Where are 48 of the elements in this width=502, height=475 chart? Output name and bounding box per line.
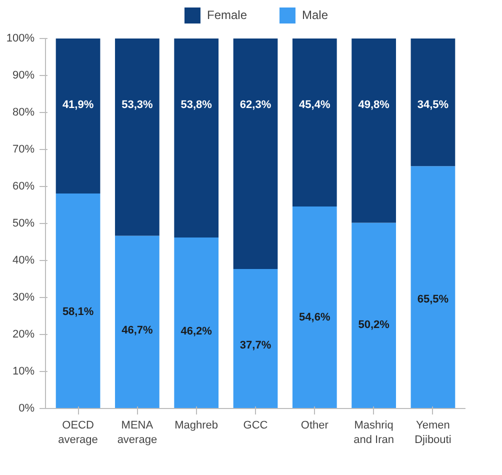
y-tick-label: 70% bbox=[12, 144, 35, 156]
y-tick-label: 90% bbox=[12, 70, 35, 82]
x-tick-label: GCC bbox=[243, 420, 268, 432]
x-tick-label: Maghreb bbox=[174, 420, 218, 432]
legend-label: Female bbox=[206, 8, 247, 22]
bar bbox=[410, 38, 456, 166]
data-label: 37,7% bbox=[240, 340, 272, 352]
data-label: 62,3% bbox=[240, 99, 272, 112]
legend-label: Male bbox=[302, 8, 328, 22]
x-tick-label: OECD average bbox=[58, 420, 98, 446]
bar bbox=[292, 206, 337, 408]
data-label: 53,8% bbox=[180, 99, 212, 112]
data-label: 45,4% bbox=[299, 99, 330, 112]
data-label: 53,3% bbox=[122, 99, 154, 112]
x-tick-label: Yemen Djibouti bbox=[414, 420, 452, 446]
y-tick-label: 10% bbox=[12, 366, 35, 378]
bar bbox=[352, 38, 396, 223]
y-tick-label: 100% bbox=[6, 32, 35, 44]
y-tick-label: 20% bbox=[12, 328, 35, 340]
y-tick-label: 0% bbox=[18, 402, 35, 414]
bar bbox=[410, 166, 456, 408]
bar bbox=[233, 38, 278, 270]
y-tick-label: 80% bbox=[12, 106, 35, 118]
data-label: 41,9% bbox=[62, 99, 94, 112]
bar bbox=[115, 38, 160, 236]
bar bbox=[352, 222, 396, 408]
bar bbox=[292, 38, 337, 206]
data-label: 46,2% bbox=[180, 326, 212, 338]
x-tick-label: Other bbox=[300, 420, 329, 432]
bar bbox=[174, 238, 219, 408]
bar bbox=[233, 269, 278, 408]
data-label: 50,2% bbox=[358, 318, 390, 331]
y-tick-label: 60% bbox=[12, 180, 35, 192]
data-label: 58,1% bbox=[62, 306, 94, 318]
data-label: 34,5% bbox=[417, 99, 449, 112]
bar bbox=[115, 236, 160, 408]
y-tick-label: 50% bbox=[12, 218, 35, 230]
data-label: 54,6% bbox=[299, 312, 330, 324]
data-label: 46,7% bbox=[122, 324, 154, 337]
data-label: 49,8% bbox=[358, 99, 390, 112]
x-tick-label: MENA average bbox=[117, 420, 158, 446]
bar bbox=[174, 38, 219, 238]
y-tick-label: 30% bbox=[12, 292, 35, 304]
bar bbox=[56, 38, 100, 194]
y-tick-label: 40% bbox=[12, 254, 35, 266]
data-label: 65,5% bbox=[417, 293, 449, 306]
bar bbox=[56, 194, 100, 408]
x-tick-label: Mashriq and Iran bbox=[354, 420, 394, 446]
